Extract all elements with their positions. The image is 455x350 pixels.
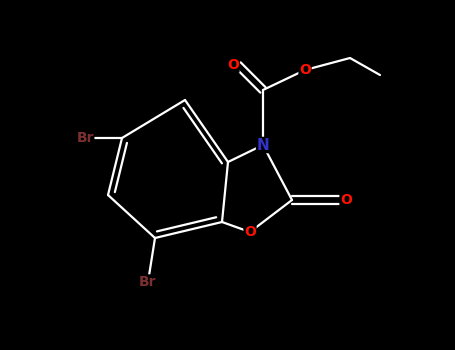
Text: O: O xyxy=(227,58,239,72)
Text: O: O xyxy=(299,63,311,77)
Text: N: N xyxy=(257,138,269,153)
Text: Br: Br xyxy=(139,275,157,289)
Text: O: O xyxy=(244,225,256,239)
Text: Br: Br xyxy=(76,131,94,145)
Text: O: O xyxy=(340,193,352,207)
